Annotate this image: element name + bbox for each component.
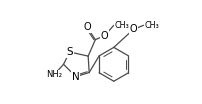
Text: O: O bbox=[100, 31, 108, 41]
Text: CH₃: CH₃ bbox=[143, 21, 158, 30]
Text: O: O bbox=[83, 22, 90, 32]
Text: N: N bbox=[72, 72, 79, 82]
Text: O: O bbox=[129, 24, 136, 34]
Text: S: S bbox=[66, 47, 73, 57]
Text: CH₃: CH₃ bbox=[114, 21, 128, 30]
Text: NH₂: NH₂ bbox=[46, 70, 62, 79]
